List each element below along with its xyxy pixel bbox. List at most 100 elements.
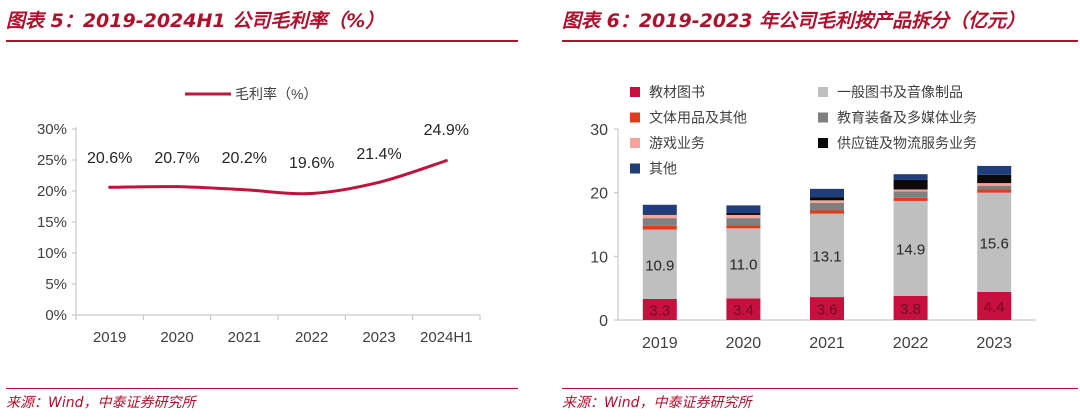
legend-swatch-supply_chain (818, 138, 828, 148)
bar-data-label: 13.1 (812, 248, 841, 265)
bar-segment-supply_chain (726, 213, 761, 215)
bar-segment-general_books (977, 192, 1012, 292)
legend-swatch-equipment (818, 112, 828, 123)
bar-segment-general_books (810, 213, 844, 298)
y-tick-label: 0 (599, 313, 608, 330)
bar-segment-textbooks (726, 298, 761, 320)
source-divider (562, 388, 1078, 389)
x-tick-label: 2019 (93, 329, 126, 346)
legend-label: 教育装备及多媒体业务 (837, 110, 977, 126)
legend-swatch-general_books (818, 87, 828, 97)
legend-swatch-other (630, 163, 640, 174)
bar-segment-games (810, 200, 844, 203)
legend-swatch-cultural (630, 112, 640, 123)
legend-label: 其他 (649, 161, 677, 177)
data-label: 20.6% (87, 150, 132, 167)
bar-data-label: 3.4 (733, 302, 754, 319)
y-tick-label: 10 (590, 249, 608, 266)
bar-segment-other (977, 165, 1012, 175)
legend-label: 文体用品及其他 (649, 110, 747, 126)
bar-segment-general_books (726, 228, 761, 299)
legend-label: 毛利率（%） (235, 86, 317, 102)
bar-data-label: 3.8 (900, 301, 921, 318)
y-tick-label: 20 (590, 186, 608, 203)
y-tick-label: 15% (37, 214, 67, 231)
bar-segment-other (642, 204, 677, 215)
y-tick-label: 0% (45, 307, 67, 324)
data-label: 20.7% (154, 150, 199, 167)
bar-data-label: 3.3 (649, 302, 670, 319)
title-divider (6, 40, 518, 42)
bar-segment-general_books (642, 229, 677, 299)
data-label: 21.4% (356, 146, 401, 163)
data-point (444, 159, 448, 163)
bar-segment-textbooks (642, 298, 677, 320)
data-point (175, 185, 179, 189)
x-tick-label: 2023 (976, 335, 1012, 352)
legend-label: 供应链及物流服务业务 (837, 135, 977, 151)
legend-label: 游戏业务 (649, 135, 705, 151)
bar-segment-other (726, 205, 761, 214)
bar-segment-textbooks (893, 295, 928, 320)
x-tick-label: 2020 (726, 335, 762, 352)
bar-segment-cultural (726, 225, 761, 229)
bar-segment-other (810, 188, 844, 198)
bar-segment-cultural (977, 189, 1012, 193)
legend-label: 一般图书及音像制品 (837, 84, 963, 100)
bar-segment-supply_chain (642, 214, 677, 215)
bar-segment-games (642, 214, 677, 219)
bar-data-label: 10.9 (645, 257, 674, 274)
source-note: 来源：Wind，中泰证券研究所 (562, 395, 752, 411)
gross-margin-line (109, 159, 447, 196)
data-point (377, 180, 381, 184)
x-tick-label: 2024H1 (420, 329, 473, 346)
bar-data-label: 14.9 (896, 241, 925, 258)
bar-segment-cultural (893, 197, 928, 201)
x-tick-label: 2023 (362, 329, 395, 346)
x-tick-label: 2020 (160, 329, 193, 346)
data-label: 24.9% (424, 122, 469, 139)
bar-segment-games (726, 214, 761, 219)
bar-segment-equipment (893, 191, 928, 198)
x-tick-label: 2021 (809, 335, 845, 352)
data-point (108, 185, 112, 189)
bar-segment-supply_chain (893, 179, 928, 190)
chart-title: 图表 6：2019-2023 年公司毛利按产品拆分（亿元） (562, 10, 1026, 32)
data-label: 19.6% (289, 155, 334, 172)
data-point (310, 191, 314, 195)
bar-data-label: 3.6 (817, 302, 838, 319)
gross-margin-panel: 图表 5：2019-2024H1 公司毛利率（%） 0% 5% 10% 15% 20% 2… (0, 0, 520, 419)
bar-data-label: 4.4 (984, 299, 1005, 316)
source-note: 来源：Wind，中泰证券研究所 (6, 395, 196, 411)
y-tick-label: 10% (37, 245, 67, 262)
profit-breakdown-panel: 图表 6：2019-2023 年公司毛利按产品拆分（亿元） 0 10 20 30 201… (556, 0, 1080, 419)
bar-segment-cultural (810, 210, 844, 214)
bar-segment-equipment (810, 202, 844, 211)
x-tick-label: 2022 (893, 335, 929, 352)
bar-segment-equipment (977, 185, 1012, 190)
y-tick-label: 25% (37, 152, 67, 169)
y-tick-label: 20% (37, 183, 67, 200)
data-label: 20.2% (222, 150, 267, 167)
source-divider (6, 388, 518, 389)
y-tick-label: 30% (37, 121, 67, 138)
bar-data-label: 11.0 (729, 256, 757, 273)
bar-segment-cultural (642, 225, 677, 230)
x-tick-label: 2019 (642, 335, 678, 352)
legend-label: 教材图书 (649, 84, 705, 100)
bar-segment-general_books (893, 200, 928, 296)
gross-margin-line-chart: 0% 5% 10% 15% 20% 25% 30% 2019 2020 2021 2022 2023 2… (37, 86, 481, 346)
title-divider (562, 40, 1078, 42)
bar-segment-supply_chain (810, 197, 844, 201)
data-point (242, 188, 246, 192)
bar-segment-games (977, 183, 1012, 186)
legend-swatch-games (630, 138, 640, 148)
bar-segment-supply_chain (977, 174, 1012, 184)
bar-segment-textbooks (810, 297, 844, 320)
y-tick-label: 5% (45, 276, 67, 293)
bar-segment-other (893, 174, 928, 180)
bar-segment-equipment (726, 218, 761, 226)
bar-segment-textbooks (977, 291, 1012, 320)
bar-segment-games (893, 189, 928, 192)
chart-title: 图表 5：2019-2024H1 公司毛利率（%） (6, 10, 385, 32)
